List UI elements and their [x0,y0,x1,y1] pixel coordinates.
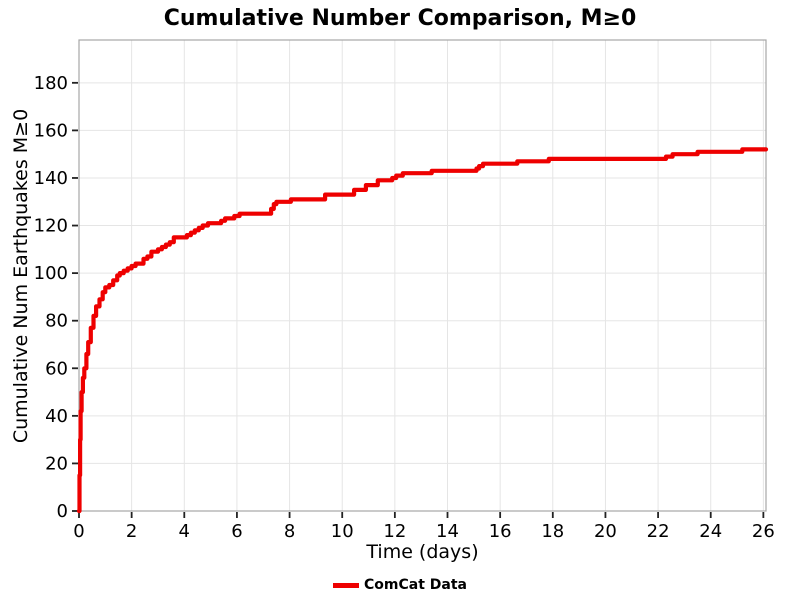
x-tick-label: 12 [383,521,406,542]
x-tick-label: 0 [73,521,84,542]
x-tick-label: 24 [699,521,722,542]
y-tick-label: 180 [34,73,68,94]
y-tick-label: 0 [57,501,68,522]
plot-frame [78,39,767,512]
y-tick-label: 160 [34,120,68,141]
y-axis-label: Cumulative Num Earthquakes M≥0 [10,108,32,444]
x-tick-label: 10 [331,521,354,542]
x-tick-label: 4 [179,521,190,542]
y-tick-label: 80 [45,311,68,332]
y-tick-label: 100 [34,263,68,284]
x-tick-label: 26 [752,521,775,542]
y-tick-label: 140 [34,168,68,189]
x-tick-label: 6 [231,521,242,542]
x-tick-label: 8 [284,521,295,542]
x-axis-label: Time (days) [366,541,479,563]
x-tick-label: 20 [594,521,617,542]
x-tick-label: 22 [647,521,670,542]
y-tick-label: 40 [45,406,68,427]
x-tick-label: 14 [436,521,459,542]
x-tick-label: 18 [541,521,564,542]
y-tick-label: 120 [34,216,68,237]
y-tick-label: 60 [45,358,68,379]
legend-label: ComCat Data [364,577,467,593]
y-tick-label: 20 [45,453,68,474]
legend-marker [333,582,359,588]
chart-title: Cumulative Number Comparison, M≥0 [163,6,637,31]
legend: ComCat Data [0,575,800,595]
x-tick-label: 16 [489,521,512,542]
x-tick-label: 2 [126,521,137,542]
comcat-series-line [76,147,769,514]
